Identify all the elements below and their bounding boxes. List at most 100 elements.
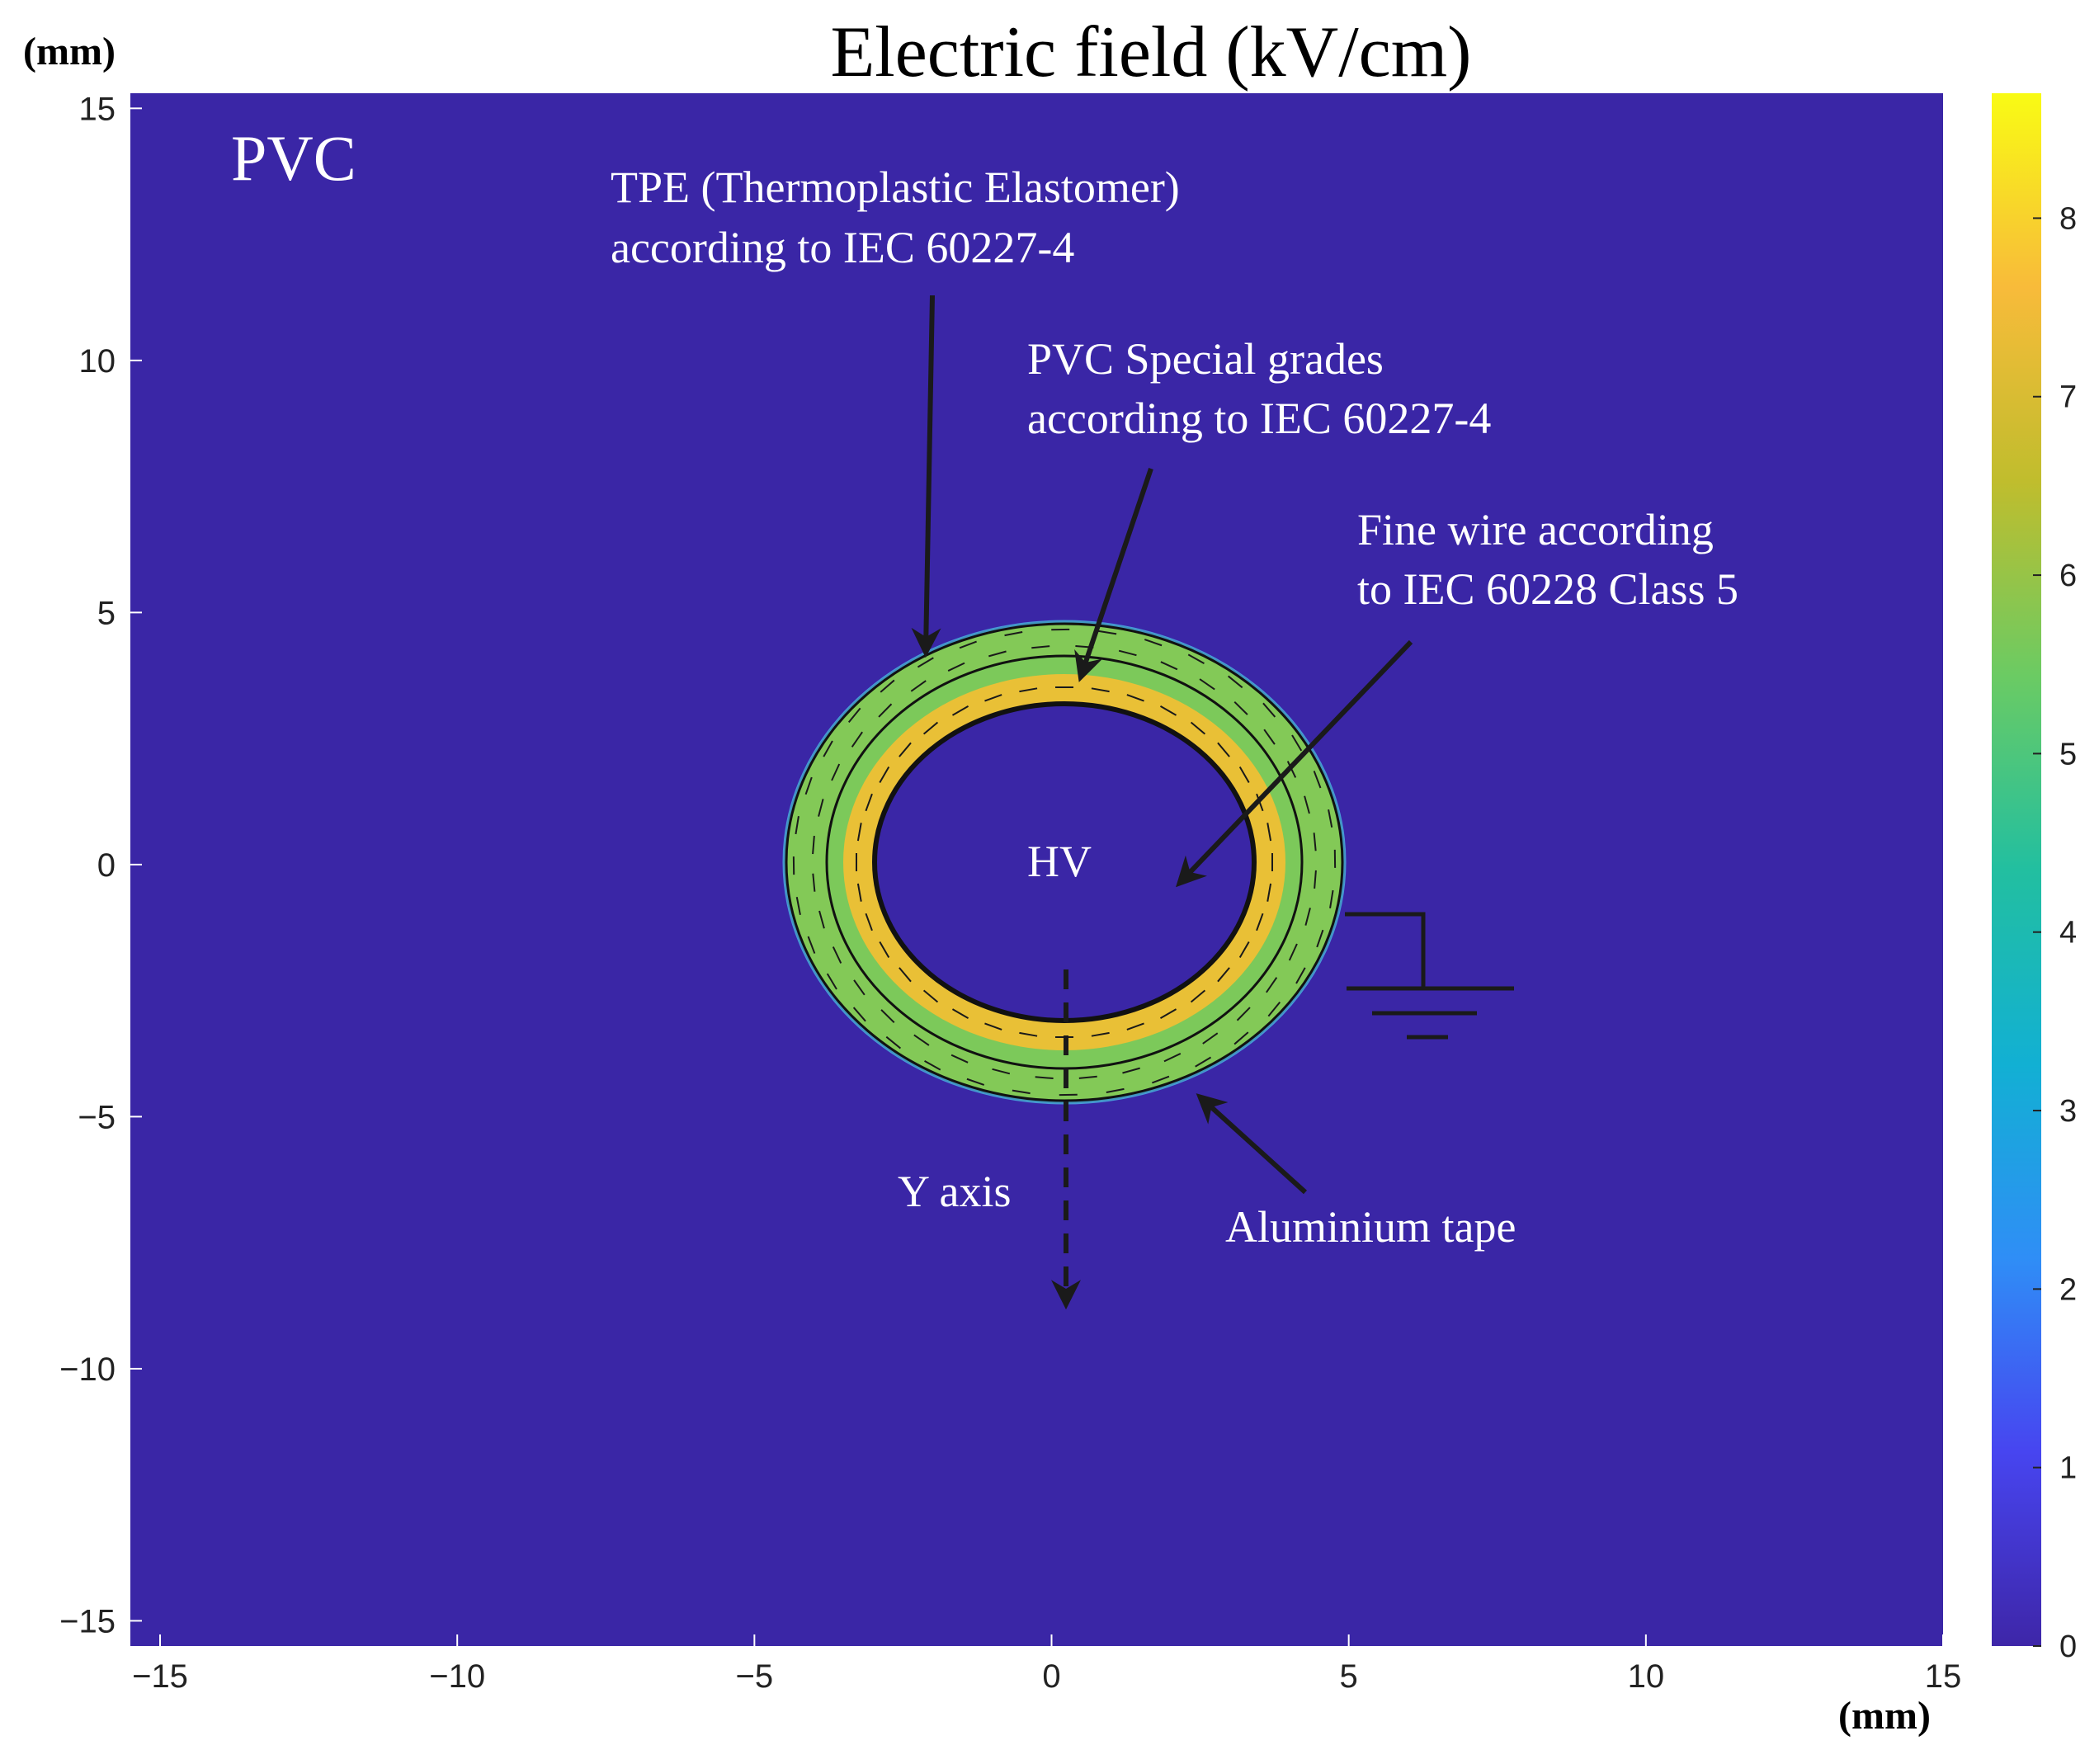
field-vector — [910, 680, 927, 692]
field-vector — [878, 703, 893, 718]
field-vector — [1199, 678, 1215, 691]
field-vector — [1091, 1031, 1110, 1037]
x-axis-ticks: −15 −10 −5 0 5 10 15 — [132, 1634, 1961, 1695]
field-vector — [1118, 649, 1137, 657]
fine-wire-arrow — [1176, 639, 1413, 888]
field-vector — [1031, 645, 1050, 649]
colorbar-tick-label: 5 — [2059, 737, 2077, 771]
field-vector — [1106, 1087, 1125, 1094]
x-tick-label: −5 — [736, 1658, 774, 1695]
field-vector — [1295, 967, 1306, 984]
field-vector — [917, 657, 934, 668]
field-vector — [1187, 653, 1205, 664]
colorbar-tick-label: 3 — [2059, 1094, 2077, 1129]
pvc-special-label-line1: PVC Special grades — [1027, 334, 1384, 384]
field-vector — [959, 640, 977, 649]
field-vector — [951, 1008, 969, 1019]
field-vector — [1266, 883, 1272, 902]
field-vector — [847, 707, 861, 724]
field-vector — [1313, 771, 1322, 789]
colorbar-tick-label: 7 — [2059, 380, 2077, 415]
fine-wire-label-line1: Fine wire according — [1357, 505, 1714, 554]
field-vector — [951, 705, 969, 716]
y-tick-label: 10 — [79, 343, 116, 380]
tpe-label-line2: according to IEC 60227-4 — [611, 223, 1074, 272]
field-vector — [992, 1068, 1011, 1075]
field-vector — [823, 740, 833, 757]
pvc-special-arrow — [1074, 468, 1153, 682]
field-vector — [1263, 729, 1276, 745]
field-vector — [1238, 766, 1250, 784]
field-vector — [812, 836, 815, 855]
y-tick-label: −15 — [59, 1603, 116, 1639]
field-vector — [1266, 823, 1272, 842]
field-vector — [1233, 1031, 1249, 1045]
field-vector — [1159, 705, 1177, 716]
field-vector — [853, 979, 866, 996]
field-vector — [879, 941, 890, 959]
y-tick-label: 5 — [97, 595, 116, 631]
x-tick-label: 5 — [1340, 1658, 1358, 1695]
field-vector — [1266, 977, 1278, 993]
field-vector — [1012, 1089, 1031, 1095]
field-vector — [950, 1054, 969, 1064]
field-vector — [1190, 721, 1206, 735]
field-vector — [1163, 1053, 1182, 1063]
colorbar-tick-label: 4 — [2059, 916, 2077, 950]
field-vector — [1236, 1007, 1251, 1021]
field-vector — [852, 1007, 866, 1022]
field-vector — [865, 913, 873, 932]
material-label: PVC — [231, 122, 356, 194]
field-vector — [1190, 989, 1206, 1003]
x-axis-unit: (mm) — [1838, 1694, 1931, 1738]
colorbar-tick-label: 0 — [2059, 1630, 2077, 1664]
field-vector — [913, 1034, 930, 1046]
field-vector — [1329, 889, 1334, 908]
field-vector — [1159, 1008, 1177, 1019]
field-vector — [1126, 1022, 1144, 1031]
colorbar-tick-label: 8 — [2059, 201, 2077, 236]
x-tick-label: 15 — [1925, 1658, 1962, 1695]
field-vector — [1126, 694, 1144, 702]
field-vector — [1262, 702, 1276, 718]
x-tick-label: −15 — [132, 1658, 188, 1695]
field-vector — [856, 883, 862, 902]
field-vector — [922, 989, 939, 1003]
field-vector — [795, 897, 801, 915]
field-vector — [984, 1022, 1002, 1031]
field-vector — [1238, 941, 1250, 959]
field-vector — [1217, 967, 1230, 983]
field-vector — [1228, 675, 1243, 689]
field-vector — [818, 910, 825, 929]
field-vector — [1267, 1001, 1281, 1017]
field-vector — [1256, 913, 1264, 932]
field-vector — [947, 662, 965, 672]
field-vector — [856, 823, 862, 842]
field-vector — [966, 1078, 985, 1086]
y-axis-ticks: 15 10 5 0 −5 −10 −15 — [59, 91, 142, 1639]
field-vector — [1316, 929, 1324, 948]
field-vector — [885, 1035, 901, 1049]
x-tick-label: 0 — [1042, 1658, 1060, 1695]
field-vector — [1202, 1032, 1219, 1045]
field-vector — [818, 799, 824, 817]
y-axis-label: Y axis — [898, 1167, 1011, 1216]
colorbar-tick-label: 6 — [2059, 559, 2077, 593]
fine-wire-label-line2: to IEC 60228 Class 5 — [1357, 564, 1738, 614]
field-vector — [1019, 687, 1038, 693]
field-vector — [879, 766, 890, 784]
field-vector — [988, 650, 1007, 658]
field-vector — [1078, 1075, 1097, 1079]
field-vector — [1328, 809, 1333, 828]
colorbar-ticks: 0 1 2 3 4 5 6 7 8 — [2033, 201, 2077, 1664]
y-axis-unit: (mm) — [23, 30, 116, 73]
field-vector — [1004, 630, 1023, 637]
field-vector — [1091, 687, 1110, 693]
y-tick-label: 15 — [79, 91, 116, 127]
field-vector — [832, 946, 842, 964]
field-vector — [1288, 943, 1298, 961]
field-vector — [831, 763, 841, 781]
field-vector — [1233, 700, 1248, 715]
field-vector — [922, 721, 939, 735]
